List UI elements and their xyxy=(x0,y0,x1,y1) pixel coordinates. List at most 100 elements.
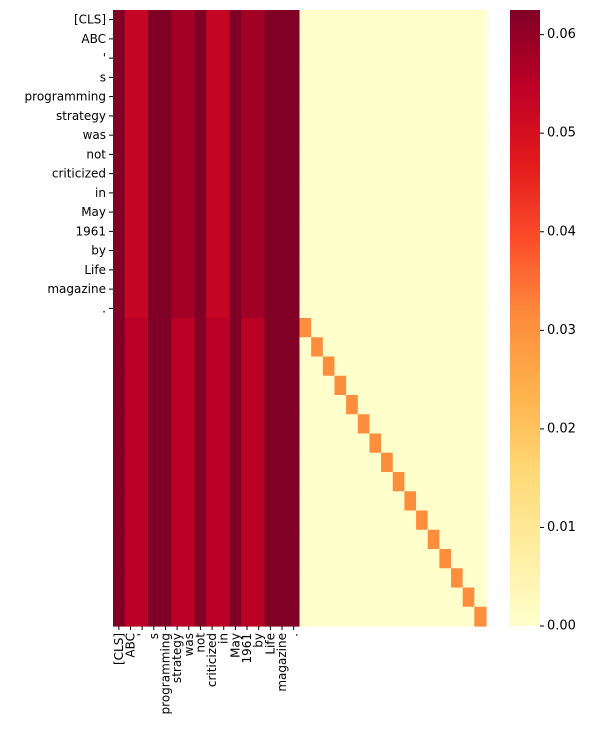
heatmap-cell xyxy=(416,29,429,50)
heatmap-cell xyxy=(439,356,452,377)
heatmap-cell xyxy=(264,318,277,338)
heatmap-cell xyxy=(252,221,266,242)
heatmap-cell xyxy=(113,587,126,608)
heatmap-cell xyxy=(171,144,184,165)
heatmap-cell xyxy=(427,587,440,608)
heatmap-cell xyxy=(474,395,487,415)
heatmap-cell xyxy=(322,298,336,319)
heatmap-cell xyxy=(229,67,242,88)
heatmap-cell xyxy=(113,29,126,50)
heatmap-cell xyxy=(217,183,231,204)
heatmap-cell xyxy=(252,10,266,30)
heatmap-cell xyxy=(381,183,394,204)
heatmap-cell xyxy=(416,164,429,184)
heatmap-cell xyxy=(404,356,417,377)
y-tick-label: was xyxy=(83,128,106,142)
heatmap-cell xyxy=(113,472,126,492)
heatmap-cell xyxy=(357,337,371,358)
heatmap-cell xyxy=(287,10,301,30)
heatmap-cell xyxy=(276,87,289,107)
heatmap-cell xyxy=(241,414,254,435)
heatmap-cell xyxy=(229,318,242,338)
heatmap-cell xyxy=(346,164,359,184)
heatmap-cell xyxy=(334,298,347,319)
heatmap-cell xyxy=(357,452,371,473)
x-tick-label: ABC xyxy=(123,633,137,658)
heatmap-cell xyxy=(357,279,371,300)
heatmap-cell xyxy=(113,125,126,146)
x-tick-label: not xyxy=(193,633,207,653)
heatmap-cell xyxy=(381,433,394,454)
heatmap-cell xyxy=(113,87,126,107)
y-tick-label: [CLS] xyxy=(74,13,106,27)
heatmap-cell xyxy=(357,87,371,107)
heatmap-cell xyxy=(147,337,161,358)
heatmap-cell xyxy=(404,337,417,358)
heatmap-cell xyxy=(299,587,312,608)
heatmap-cell xyxy=(194,529,207,550)
heatmap-cell xyxy=(427,375,440,396)
heatmap-cell xyxy=(427,414,440,435)
heatmap-cell xyxy=(451,29,464,50)
heatmap-cell xyxy=(252,337,266,358)
heatmap-cell xyxy=(311,48,324,69)
heatmap-cell xyxy=(381,260,394,281)
heatmap-cell xyxy=(171,510,184,531)
heatmap-cell xyxy=(369,87,382,107)
heatmap-cell xyxy=(322,491,336,512)
heatmap-cell xyxy=(147,29,161,50)
heatmap-cell xyxy=(427,318,440,338)
heatmap-cell xyxy=(439,587,452,608)
heatmap-cell xyxy=(392,395,406,415)
heatmap-cell xyxy=(113,433,126,454)
heatmap-cell xyxy=(462,48,475,69)
heatmap-cell xyxy=(136,106,149,127)
heatmap-cell xyxy=(462,318,475,338)
heatmap-cell xyxy=(241,491,254,512)
heatmap-cell xyxy=(369,10,382,30)
heatmap-cell xyxy=(171,606,184,627)
heatmap-cell xyxy=(113,164,126,184)
heatmap-cell xyxy=(171,472,184,492)
heatmap-cell xyxy=(416,10,429,30)
heatmap-cell xyxy=(206,356,219,377)
heatmap-cell xyxy=(381,549,394,569)
heatmap-cell xyxy=(369,183,382,204)
heatmap-cell xyxy=(264,10,277,30)
heatmap-cell xyxy=(369,260,382,281)
heatmap-cell xyxy=(124,183,137,204)
heatmap-cell xyxy=(252,67,266,88)
heatmap-cell xyxy=(369,48,382,69)
heatmap-cell xyxy=(124,221,137,242)
heatmap-cell xyxy=(113,549,126,569)
heatmap-cell xyxy=(113,510,126,531)
heatmap-cell xyxy=(416,433,429,454)
x-tick-label: criticized xyxy=(205,633,219,687)
heatmap-cell xyxy=(229,414,242,435)
heatmap-cell xyxy=(206,318,219,338)
heatmap-cell xyxy=(474,529,487,550)
heatmap-cell xyxy=(124,260,137,281)
heatmap-cell xyxy=(462,433,475,454)
heatmap-cell xyxy=(113,356,126,377)
heatmap-cell xyxy=(381,221,394,242)
heatmap-cell xyxy=(217,260,231,281)
heatmap-cell xyxy=(451,337,464,358)
heatmap-cell xyxy=(369,125,382,146)
heatmap-cell xyxy=(346,221,359,242)
heatmap-cell xyxy=(451,375,464,396)
heatmap-cell xyxy=(171,125,184,146)
heatmap-cell xyxy=(451,510,464,531)
heatmap-cell xyxy=(416,375,429,396)
heatmap-cell xyxy=(159,87,172,107)
heatmap-cell xyxy=(299,414,312,435)
heatmap-cell xyxy=(194,587,207,608)
heatmap-cell xyxy=(287,298,301,319)
heatmap-cell xyxy=(252,29,266,50)
heatmap-cell xyxy=(113,260,126,281)
heatmap-cell xyxy=(311,10,324,30)
heatmap-cell xyxy=(369,452,382,473)
heatmap-cell xyxy=(299,10,312,30)
y-tick-label: in xyxy=(95,186,106,200)
heatmap-cell xyxy=(311,452,324,473)
